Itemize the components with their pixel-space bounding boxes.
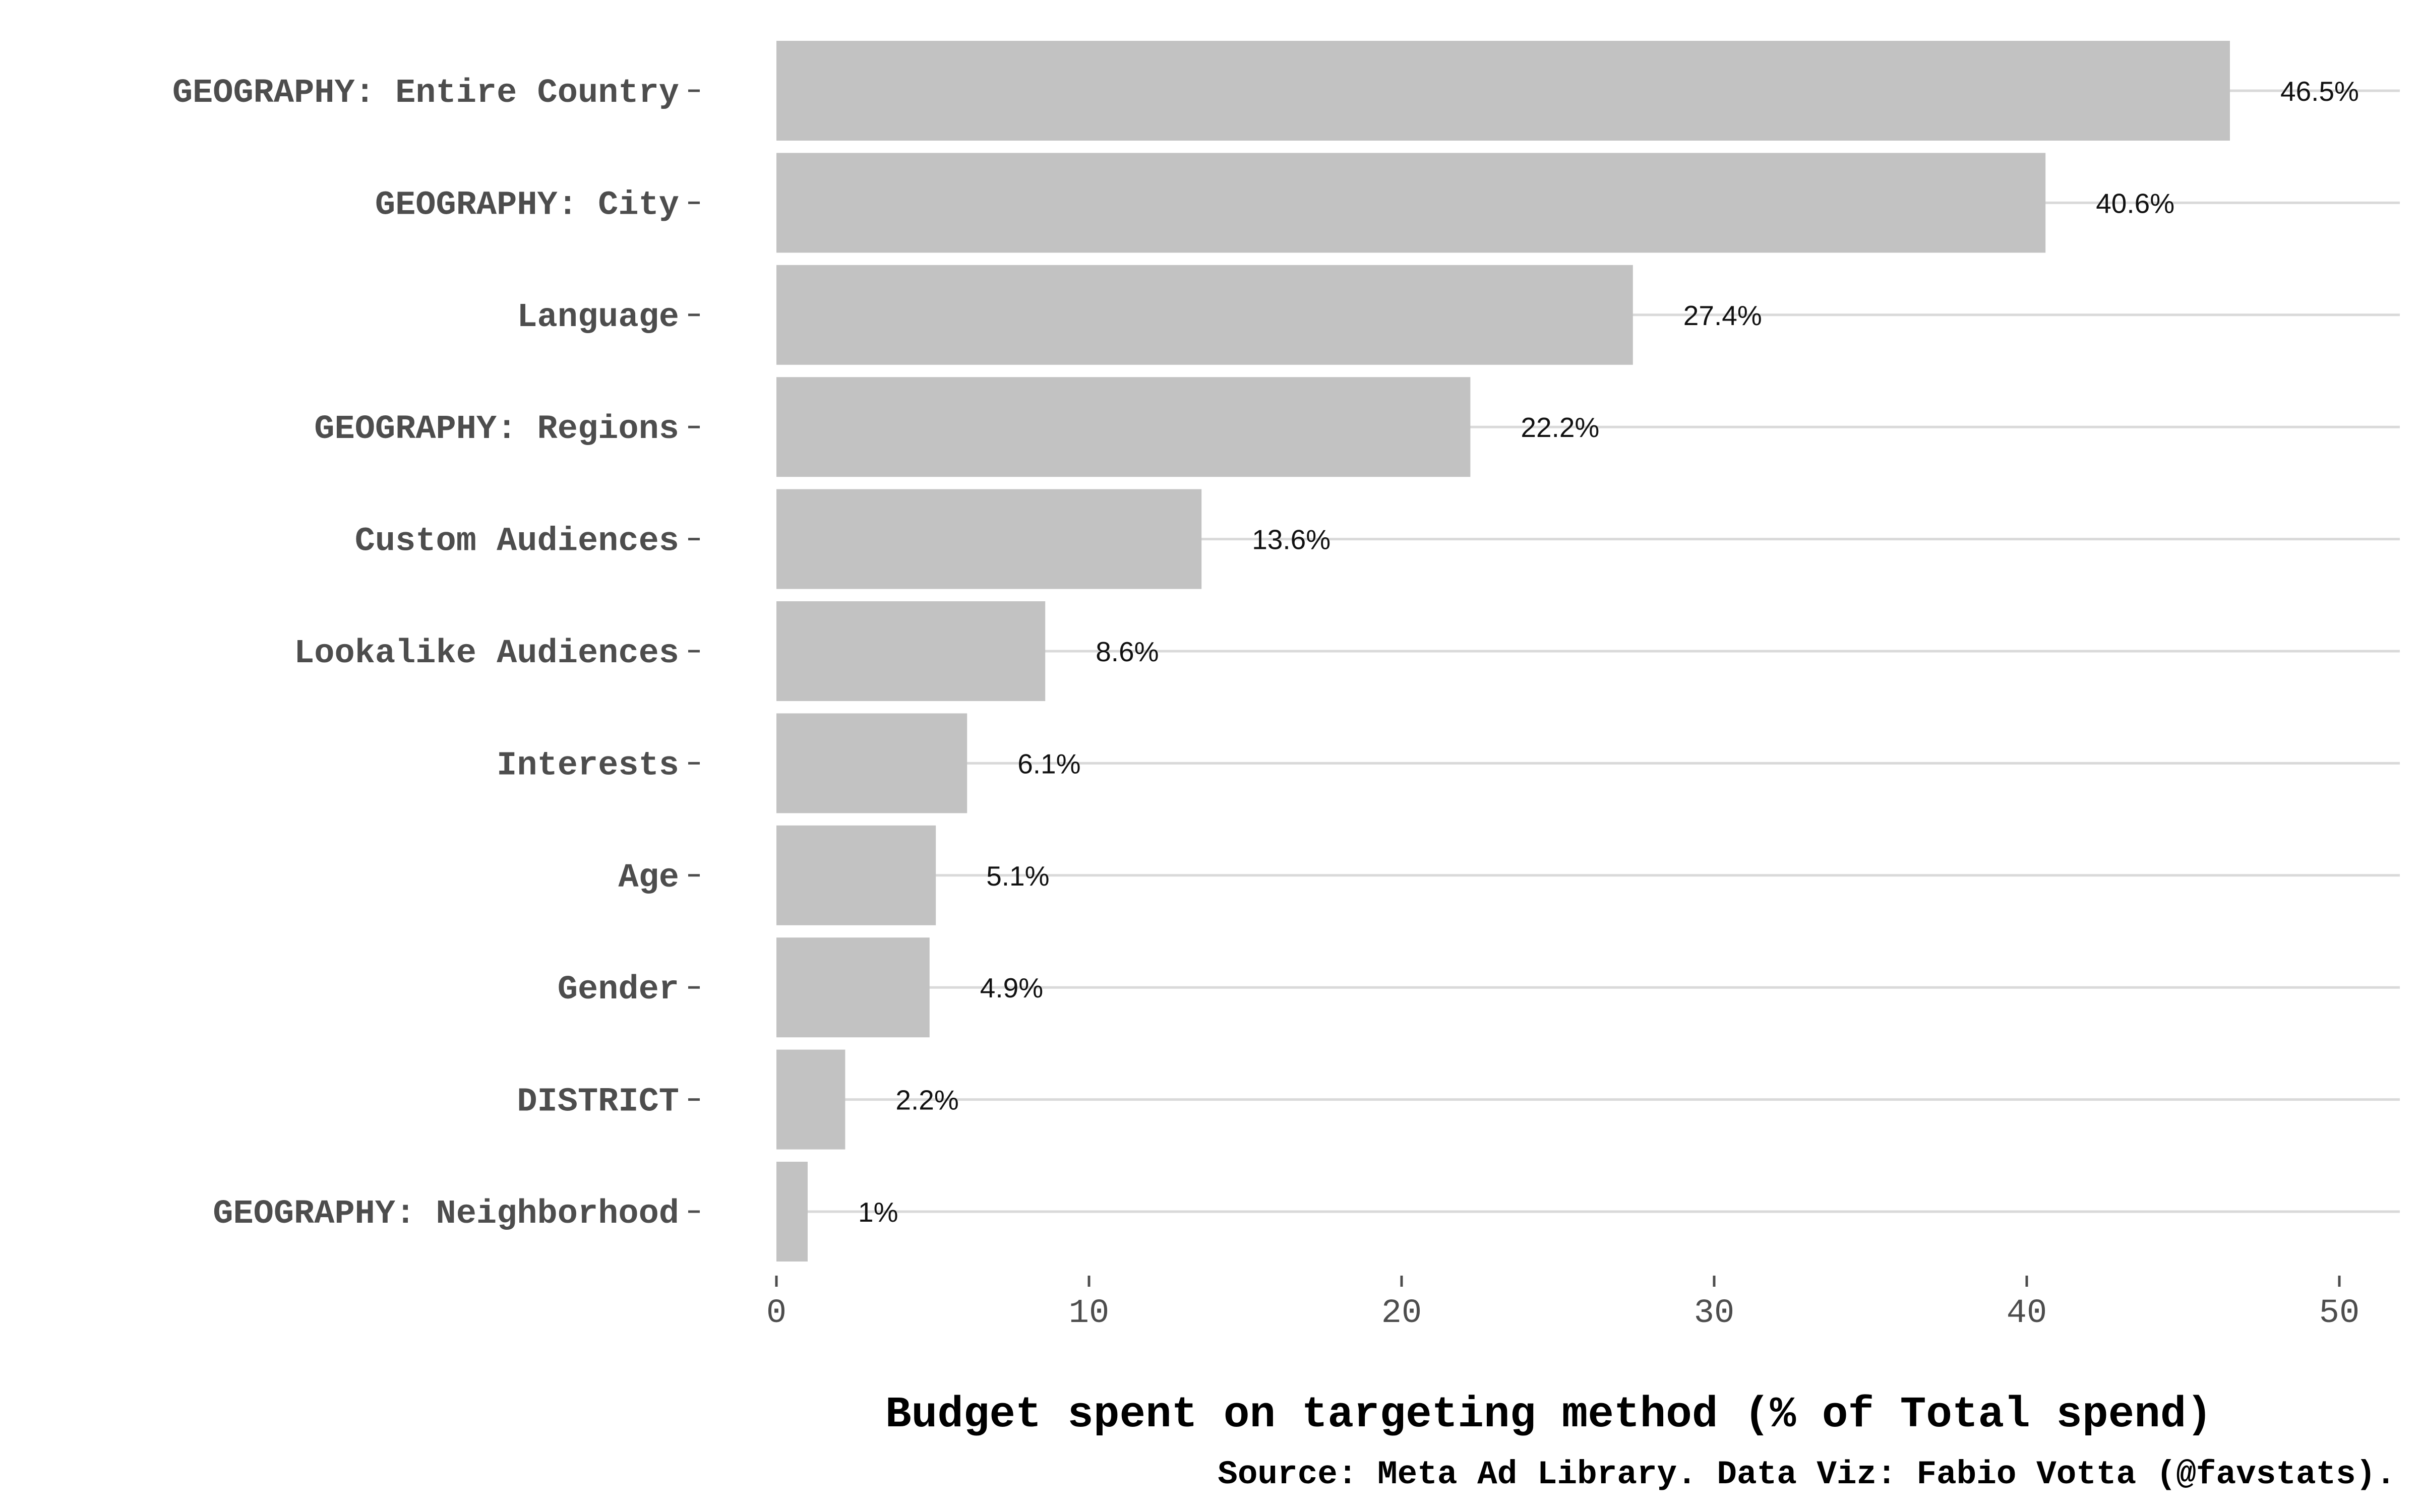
value-label: 22.2%: [1521, 412, 1599, 443]
x-tick-label: 10: [1069, 1294, 1109, 1333]
y-tick-label: Gender: [558, 971, 679, 1009]
y-tick-label: Custom Audiences: [355, 523, 679, 561]
bar: [776, 601, 1046, 701]
bar: [776, 153, 2046, 253]
bar: [776, 937, 930, 1038]
x-axis-title: Budget spent on targeting method (% of T…: [885, 1390, 2212, 1439]
x-tick-label: 50: [2319, 1294, 2360, 1333]
y-tick-label: GEOGRAPHY: Neighborhood: [213, 1195, 679, 1233]
x-tick-label: 30: [1694, 1294, 1734, 1333]
chart-caption: Source: Meta Ad Library. Data Viz: Fabio…: [1218, 1456, 2396, 1493]
value-label: 40.6%: [2096, 187, 2174, 219]
y-tick-label: GEOGRAPHY: Regions: [314, 410, 679, 449]
value-label: 2.2%: [895, 1085, 958, 1116]
x-tick-label: 40: [2007, 1294, 2047, 1333]
value-label: 27.4%: [1683, 300, 1762, 331]
bar: [776, 1162, 808, 1262]
value-label: 13.6%: [1252, 524, 1330, 555]
y-tick-label: GEOGRAPHY: City: [375, 186, 679, 224]
y-tick-label: Age: [618, 859, 679, 897]
value-label: 8.6%: [1096, 636, 1159, 667]
y-tick-label: DISTRICT: [517, 1083, 679, 1121]
bar: [776, 713, 967, 813]
bar: [776, 1049, 845, 1150]
bar: [776, 489, 1202, 589]
bar: [776, 41, 2230, 141]
y-tick-label: Interests: [497, 746, 679, 785]
x-tick-label: 0: [766, 1294, 786, 1333]
value-label: 5.1%: [986, 860, 1049, 892]
x-axis: 0 10 20 30 40 50: [766, 1276, 2360, 1333]
bar: [776, 265, 1633, 365]
x-tick-label: 20: [1381, 1294, 1422, 1333]
y-tick-label: Language: [517, 298, 679, 337]
bar: [776, 825, 936, 925]
value-label: 46.5%: [2280, 76, 2359, 107]
y-tick-label: Lookalike Audiences: [294, 635, 679, 673]
value-label: 1%: [858, 1196, 898, 1228]
value-label: 4.9%: [980, 972, 1043, 1003]
y-tick-label: GEOGRAPHY: Entire Country: [172, 74, 679, 112]
value-label: 6.1%: [1017, 748, 1080, 779]
bars: [776, 41, 2230, 1262]
value-labels: 46.5% 40.6% 27.4% 22.2% 13.6% 8.6% 6.1% 5.1% 4.9…: [858, 76, 2359, 1228]
bar: [776, 377, 1471, 477]
y-axis: GEOGRAPHY: Entire Country GEOGRAPHY: City…: [172, 74, 700, 1233]
